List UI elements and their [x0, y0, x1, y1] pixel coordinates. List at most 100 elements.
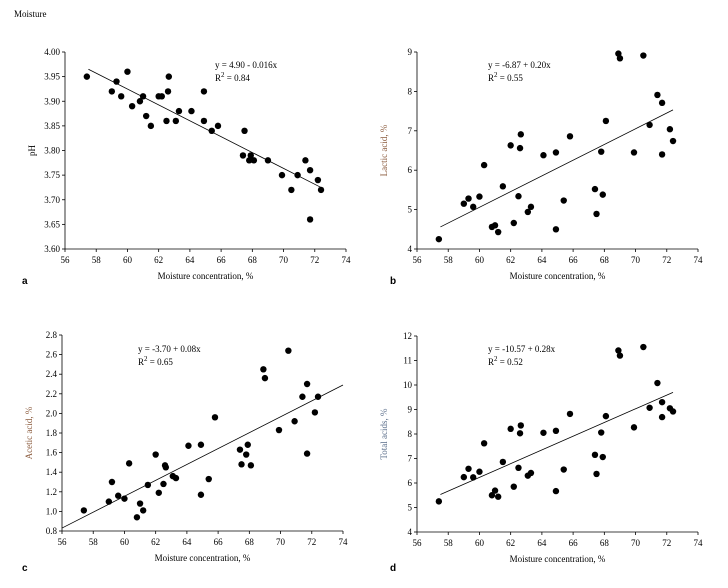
y-tick-label: 3.70: [44, 195, 60, 205]
data-point: [136, 500, 144, 507]
data-point: [208, 127, 215, 134]
r-squared-superscript: 2: [494, 355, 498, 363]
data-point: [247, 152, 254, 159]
x-tick-label: 56: [413, 255, 423, 265]
data-point: [264, 157, 272, 164]
data-point: [188, 107, 195, 115]
data-point: [616, 352, 624, 359]
data-point: [288, 186, 295, 194]
data-point: [83, 73, 91, 80]
x-tick-label: 68: [600, 538, 610, 548]
data-point: [197, 491, 205, 498]
regression-equation: y = -3.70 + 0.08x: [138, 344, 201, 354]
data-point: [160, 480, 167, 488]
x-tick-label: 68: [600, 255, 610, 265]
x-tick-label: 64: [537, 538, 547, 548]
data-point: [591, 451, 599, 459]
data-point: [261, 374, 269, 382]
data-point: [527, 469, 535, 477]
y-tick-label: 3.80: [44, 146, 60, 156]
data-point: [124, 68, 131, 75]
x-tick-label: 62: [154, 255, 163, 265]
x-tick-label: 74: [342, 255, 352, 265]
data-point: [658, 99, 666, 107]
data-point: [566, 410, 574, 418]
trendline: [88, 68, 322, 188]
y-tick-label: 2.0: [46, 408, 58, 418]
regression-equation: y = -6.87 + 0.20x: [488, 60, 551, 70]
y-tick-label: 1.4: [46, 467, 58, 477]
data-point: [552, 226, 560, 233]
data-point: [527, 203, 535, 211]
x-tick-label: 72: [662, 255, 671, 265]
panel-letter-c: c: [22, 563, 28, 574]
data-point: [460, 473, 468, 481]
data-point: [480, 161, 488, 169]
panel-letter-d: d: [390, 563, 397, 574]
data-point: [491, 487, 499, 494]
x-axis-label: Moisture concentration, %: [510, 271, 606, 281]
data-point: [80, 507, 88, 514]
data-point: [147, 122, 155, 130]
data-point: [658, 151, 666, 158]
r-squared-symbol: R: [215, 73, 221, 83]
data-point: [552, 487, 560, 495]
y-tick-label: 2.2: [46, 389, 57, 399]
y-tick-label: 6: [408, 478, 413, 488]
data-point: [560, 466, 567, 473]
x-tick-label: 66: [214, 537, 224, 547]
data-point: [515, 464, 522, 472]
x-tick-label: 58: [92, 255, 102, 265]
data-point: [491, 222, 499, 229]
y-tick-label: 3.65: [44, 219, 60, 229]
y-tick-label: 9: [408, 405, 413, 415]
data-point: [465, 195, 472, 202]
data-point: [155, 489, 162, 496]
y-axis-label: Acetic acid, %: [24, 406, 34, 459]
y-tick-label: 11: [403, 356, 412, 366]
x-tick-label: 68: [245, 537, 255, 547]
data-point: [517, 131, 525, 138]
data-point: [299, 393, 306, 400]
data-point: [303, 380, 311, 388]
x-tick-label: 70: [279, 255, 289, 265]
trendline: [61, 384, 344, 529]
data-point: [646, 121, 653, 129]
r-squared-value: = 0.52: [498, 357, 523, 367]
x-tick-label: 74: [694, 538, 704, 548]
data-point: [317, 186, 325, 194]
x-tick-label: 72: [662, 538, 671, 548]
y-tick-label: 2.6: [46, 350, 58, 360]
data-point: [285, 347, 292, 354]
r-squared-symbol: R: [488, 357, 494, 367]
y-tick-label: 8: [408, 86, 413, 96]
data-point: [175, 107, 183, 115]
x-tick-label: 60: [475, 255, 485, 265]
data-point: [566, 133, 574, 140]
data-point: [205, 475, 212, 483]
y-tick-label: 3.85: [44, 121, 60, 131]
data-point: [552, 427, 560, 435]
data-point: [302, 157, 309, 164]
x-tick-label: 60: [475, 538, 485, 548]
data-point: [128, 102, 136, 110]
data-point: [158, 93, 165, 100]
x-tick-label: 74: [694, 255, 704, 265]
data-point: [142, 112, 150, 120]
y-tick-label: 6: [408, 165, 413, 175]
y-tick-label: 4.00: [44, 47, 60, 57]
y-tick-label: 5: [408, 205, 413, 215]
data-point: [669, 408, 677, 415]
r-squared-label: R2 = 0.84: [215, 71, 250, 83]
r-squared-label: R2 = 0.52: [488, 355, 523, 367]
data-point: [200, 117, 208, 125]
y-tick-label: 5: [408, 503, 413, 513]
data-point: [470, 203, 477, 211]
trendline: [440, 109, 674, 228]
data-point: [108, 478, 116, 486]
y-tick-label: 2.4: [46, 369, 58, 379]
data-point: [113, 78, 120, 85]
y-tick-label: 7: [408, 454, 413, 464]
r-squared-value: = 0.65: [148, 357, 174, 367]
data-point: [488, 492, 496, 499]
